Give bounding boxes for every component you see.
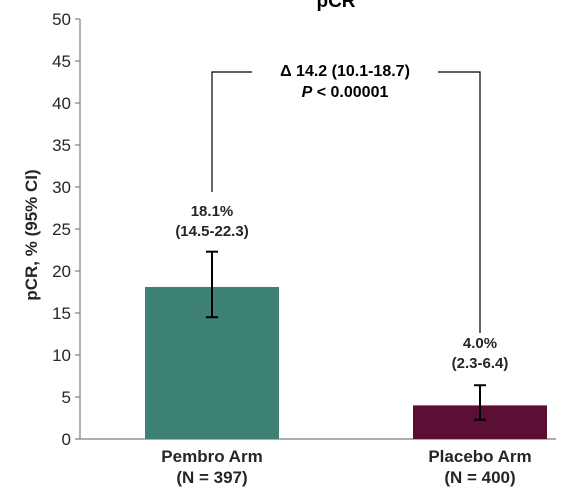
bar-data-label: 4.0% (2.3-6.4) — [452, 335, 509, 372]
y-tick-label: 20 — [52, 262, 71, 281]
x-category-label: Placebo Arm (N = 400) — [428, 447, 531, 487]
y-tick-label: 15 — [52, 304, 71, 323]
p-value-annotation: P < 0.00001 — [302, 84, 389, 101]
p-value-text: < 0.00001 — [312, 84, 388, 101]
y-axis: 0 5 10 15 20 25 30 35 40 45 50 — [52, 10, 80, 449]
p-symbol: P — [302, 84, 313, 101]
delta-annotation: Δ 14.2 (10.1-18.7) — [280, 63, 410, 80]
comparison-annotation: Δ 14.2 (10.1-18.7) P < 0.00001 — [280, 63, 410, 101]
y-tick-label: 40 — [52, 94, 71, 113]
bar-data-label: 18.1% (14.5-22.3) — [175, 203, 248, 240]
y-tick-label: 35 — [52, 136, 71, 155]
y-tick-label: 5 — [62, 388, 71, 407]
y-tick-label: 25 — [52, 220, 71, 239]
y-tick-label: 45 — [52, 52, 71, 71]
x-axis: Pembro Arm (N = 397) Placebo Arm (N = 400) — [80, 439, 556, 487]
y-tick-label: 30 — [52, 178, 71, 197]
y-axis-label: pCR, % (95% CI) — [22, 169, 41, 300]
y-tick-label: 0 — [62, 430, 71, 449]
y-tick-label: 50 — [52, 10, 71, 29]
chart-title: pCR — [316, 0, 355, 12]
y-tick-label: 10 — [52, 346, 71, 365]
x-category-label: Pembro Arm (N = 397) — [161, 447, 262, 487]
